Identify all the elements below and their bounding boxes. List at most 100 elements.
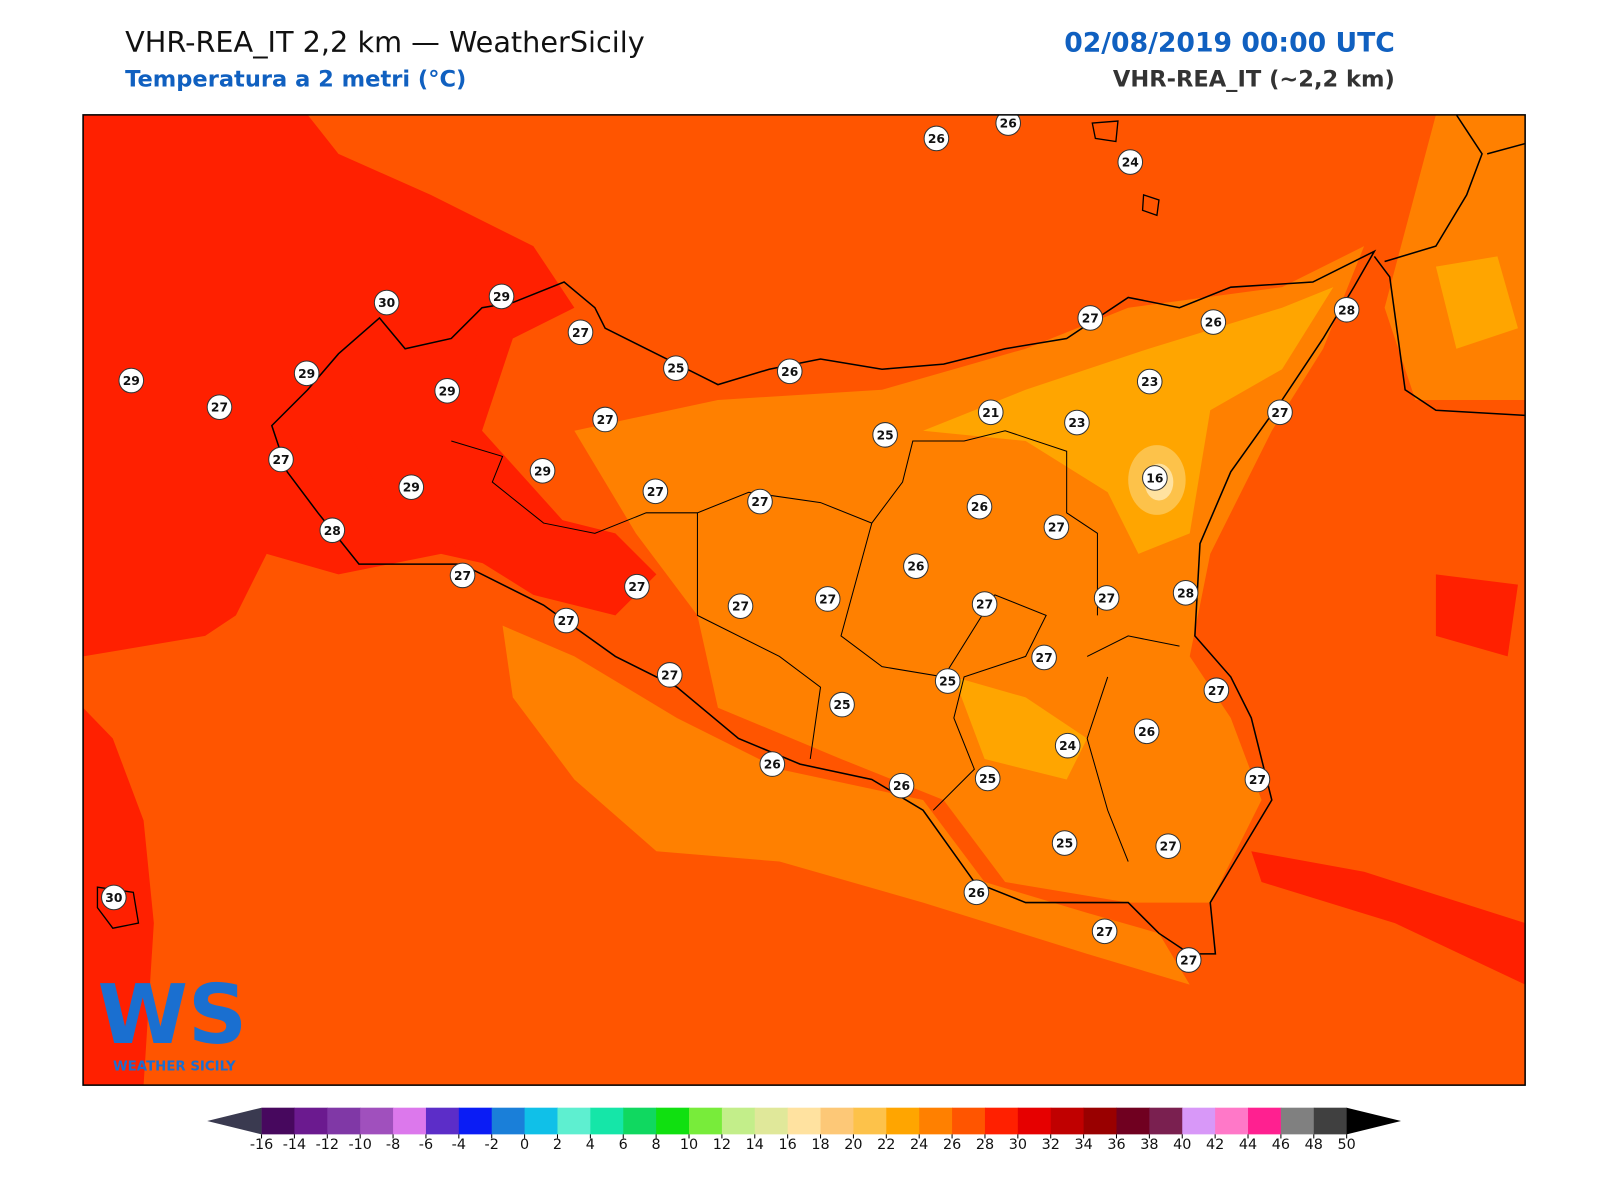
colorbar-segment — [1280, 1107, 1315, 1135]
station-marker — [1203, 677, 1230, 704]
colorbar-segment — [853, 1107, 887, 1135]
colorbar-segment — [458, 1107, 493, 1135]
station-value: 27 — [751, 495, 768, 509]
station-marker — [1077, 305, 1104, 331]
colorbar-tick-label: 48 — [1305, 1137, 1323, 1153]
station: 29 — [118, 367, 145, 394]
station-value: 26 — [968, 886, 985, 900]
colorbar-tick-label: 4 — [586, 1137, 595, 1153]
station-marker — [398, 474, 425, 500]
colorbar-tick-label: -2 — [485, 1137, 499, 1153]
station-value: 29 — [493, 290, 510, 304]
colorbar-segment — [984, 1107, 1019, 1135]
colorbar-tick-label: 6 — [619, 1137, 628, 1153]
colorbar-tick-label: 30 — [1009, 1137, 1027, 1153]
colorbar-segment — [327, 1107, 361, 1135]
station-marker — [319, 517, 346, 544]
map: 26 26 24 30 29 27 25 26 27 26 28 29 29 27 29 27 25 21 23 23… — [83, 114, 1526, 1086]
station-value: 26 — [781, 365, 798, 379]
station-marker — [1136, 368, 1163, 395]
colorbar-tick-label: 40 — [1173, 1137, 1191, 1153]
station-value: 27 — [1082, 311, 1099, 325]
station: 29 — [529, 457, 556, 484]
station: 27 — [971, 591, 998, 617]
station-value: 25 — [939, 675, 956, 689]
station-value: 24 — [1059, 739, 1076, 753]
colorbar-tick-label: -14 — [283, 1137, 306, 1153]
station-value: 27 — [1036, 651, 1053, 665]
station: 27 — [1244, 766, 1271, 793]
station: 25 — [829, 691, 855, 718]
station-value: 28 — [324, 524, 341, 538]
station-marker — [971, 591, 998, 617]
station-value: 27 — [976, 598, 993, 612]
colorbar-segment — [491, 1107, 526, 1135]
station: 27 — [656, 662, 683, 688]
colorbar-segment — [1248, 1107, 1282, 1135]
station: 26 — [903, 553, 929, 579]
colorbar-tick-label: 10 — [680, 1137, 698, 1153]
model: VHR-REA_IT (~2,2 km) — [1113, 66, 1395, 92]
station: 25 — [1051, 830, 1078, 856]
station: 30 — [101, 884, 127, 911]
colorbar: -16 -14 -12 -10 -8 -6 -4 -2 0 2 4 6 8 10 12 14 16 18 20 22 2… — [207, 1107, 1402, 1153]
colorbar-segment — [952, 1107, 986, 1135]
station-marker — [1200, 309, 1227, 335]
colorbar-segment — [1050, 1107, 1085, 1135]
station-marker — [1091, 918, 1118, 945]
station: 26 — [923, 125, 950, 152]
colorbar-tick-label: 46 — [1272, 1137, 1290, 1153]
station-value: 27 — [1249, 773, 1266, 787]
colorbar-segment — [1215, 1107, 1249, 1135]
station-marker — [1051, 830, 1078, 856]
station-marker — [642, 478, 669, 505]
station-marker — [1043, 514, 1070, 540]
station: 26 — [966, 493, 993, 520]
colorbar-tick-label: 44 — [1239, 1137, 1257, 1153]
station: 16 — [1142, 465, 1168, 491]
station-marker — [434, 377, 460, 404]
colorbar-segment — [294, 1107, 328, 1135]
date: 02/08/2019 00:00 UTC — [1064, 28, 1395, 59]
station: 27 — [727, 593, 754, 619]
station: 27 — [1267, 399, 1293, 426]
station: 27 — [592, 406, 618, 433]
station-marker — [553, 607, 579, 634]
colorbar-tick-label: 36 — [1107, 1137, 1125, 1153]
colorbar-tick-label: 22 — [877, 1137, 895, 1153]
station: 27 — [1043, 514, 1070, 540]
station-value: 23 — [1141, 375, 1158, 389]
station-marker — [101, 884, 127, 911]
station: 27 — [1093, 585, 1120, 611]
station-marker — [974, 765, 1001, 792]
station-marker — [567, 319, 594, 346]
station-marker — [1172, 579, 1199, 606]
station: 25 — [934, 668, 961, 694]
station-value: 26 — [764, 758, 781, 772]
station-marker — [903, 553, 929, 579]
station-value: 27 — [1160, 840, 1177, 854]
station-value: 25 — [1056, 837, 1073, 851]
station: 23 — [1064, 409, 1090, 436]
station-marker — [373, 289, 400, 316]
colorbar-tick-label: -12 — [316, 1137, 339, 1153]
station-marker — [759, 751, 786, 777]
colorbar-segment — [1017, 1107, 1052, 1135]
colorbar-tick-label: 18 — [811, 1137, 829, 1153]
station-value: 25 — [833, 698, 850, 712]
station-marker — [293, 360, 320, 387]
station-value: 23 — [1068, 416, 1085, 430]
colorbar-segment — [886, 1107, 920, 1135]
colorbar-segment — [1149, 1107, 1183, 1135]
colorbar-tick-label: 42 — [1206, 1137, 1224, 1153]
station-marker — [449, 562, 476, 589]
station: 26 — [963, 879, 990, 906]
station-value: 27 — [572, 326, 589, 340]
station: 27 — [624, 573, 650, 600]
station-marker — [872, 422, 898, 448]
station-marker — [1175, 947, 1202, 973]
station-marker — [1155, 833, 1182, 859]
station-value: 30 — [105, 891, 122, 905]
colorbar-tick-label: 32 — [1042, 1137, 1060, 1153]
colorbar-tick-label: 38 — [1140, 1137, 1158, 1153]
